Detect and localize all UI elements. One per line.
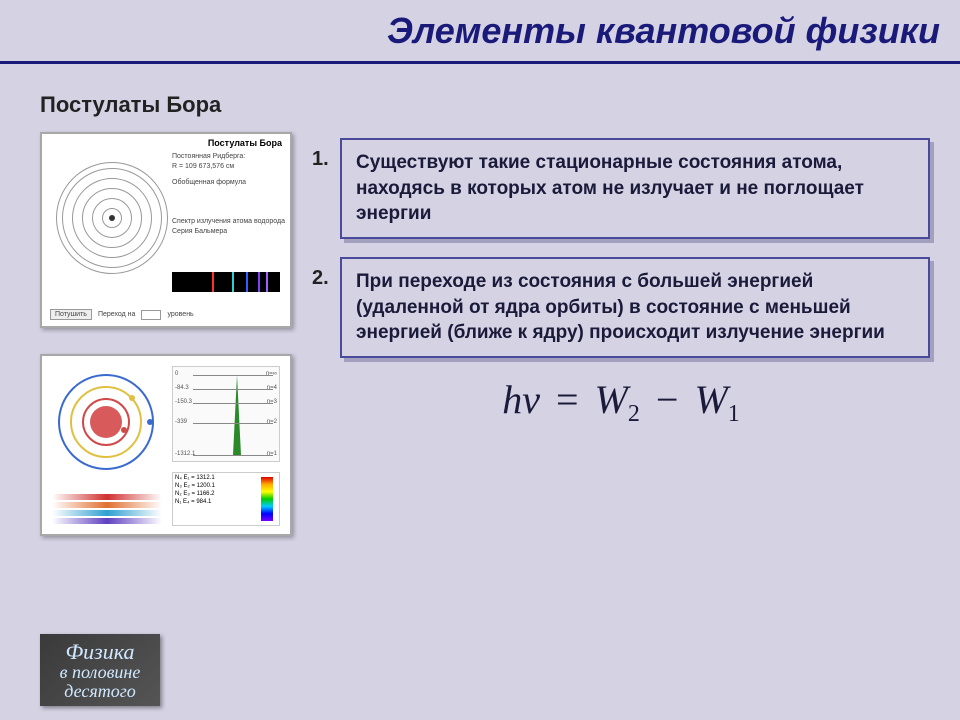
program-logo: Физика в половине десятого <box>40 634 160 706</box>
spectrum-bar <box>172 272 280 292</box>
page-title: Элементы квантовой физики <box>387 10 940 52</box>
rainbow-bar-icon <box>261 477 273 521</box>
postulate-number: 1. <box>312 148 340 171</box>
postulate-box: При переходе из состояния с большей энер… <box>340 257 930 358</box>
logo-line: в половине <box>60 663 141 682</box>
postulate-number: 2. <box>312 267 340 290</box>
logo-line: Физика <box>65 640 134 663</box>
postulate-2: 2. При переходе из состояния с большей э… <box>312 257 930 358</box>
energy-levels: 0n=∞-84.3n=4-150.3n=3-339n=2-1312.1n=1 <box>172 366 280 462</box>
thumbnail-energy-levels: 0n=∞-84.3n=4-150.3n=3-339n=2-1312.1n=1 N… <box>40 354 292 536</box>
subtitle: Постулаты Бора <box>40 92 960 118</box>
thumb1-controls: Потушить Переход на уровень <box>50 309 282 320</box>
content-area: Постулаты Бора Постоянная Ридберга: R = … <box>0 118 960 428</box>
mini-button[interactable]: Потушить <box>50 309 92 320</box>
mini-input[interactable] <box>141 310 161 320</box>
thumb1-side-text: Постоянная Ридберга: R = 109 673,576 см … <box>172 152 285 237</box>
logo-line: десятого <box>64 682 135 701</box>
energy-legend: N₄ E₁ = 1312.1N₃ E₂ = 1200.1N₂ E₃ = 1166… <box>172 472 280 526</box>
thumbnail-bohr-orbits: Постулаты Бора Постоянная Ридберга: R = … <box>40 132 292 328</box>
formula: hν = W2 − W1 <box>312 376 930 428</box>
title-bar: Элементы квантовой физики <box>0 0 960 64</box>
left-column: Постулаты Бора Постоянная Ридберга: R = … <box>40 132 292 562</box>
right-column: 1. Существуют такие стационарные состоян… <box>312 138 930 428</box>
thumb1-title: Постулаты Бора <box>42 134 290 150</box>
postulate-box: Существуют такие стационарные состояния … <box>340 138 930 239</box>
postulate-1: 1. Существуют такие стационарные состоян… <box>312 138 930 239</box>
transition-arrow-icon <box>233 375 241 455</box>
emission-waves <box>52 494 162 526</box>
